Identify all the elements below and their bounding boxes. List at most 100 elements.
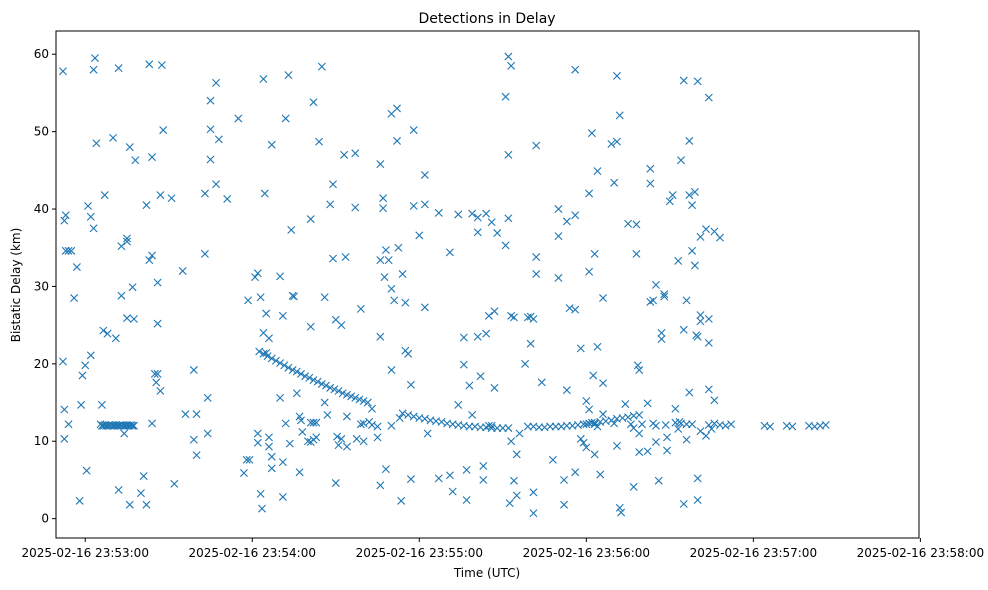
data-point bbox=[548, 455, 557, 464]
data-point bbox=[337, 434, 346, 443]
data-point bbox=[624, 413, 633, 422]
data-point bbox=[688, 201, 697, 210]
data-point bbox=[404, 410, 413, 419]
data-point bbox=[264, 442, 273, 451]
data-point bbox=[663, 446, 672, 455]
data-point bbox=[380, 273, 389, 282]
data-point bbox=[60, 434, 69, 443]
data-point bbox=[352, 434, 361, 443]
data-point bbox=[582, 397, 591, 405]
data-point bbox=[253, 429, 262, 438]
data-point bbox=[114, 486, 123, 494]
data-point bbox=[394, 243, 403, 252]
data-point bbox=[60, 405, 69, 414]
data-point bbox=[704, 314, 713, 323]
data-point bbox=[651, 421, 660, 430]
data-point bbox=[395, 414, 404, 423]
data-point bbox=[267, 140, 276, 149]
data-point bbox=[276, 393, 285, 402]
data-point bbox=[256, 293, 265, 302]
data-point bbox=[649, 296, 658, 305]
data-point bbox=[585, 189, 594, 198]
data-point bbox=[351, 393, 360, 402]
data-point bbox=[153, 278, 162, 287]
data-point bbox=[685, 136, 694, 145]
data-point bbox=[599, 379, 608, 388]
data-point bbox=[376, 160, 385, 169]
data-point bbox=[610, 419, 619, 428]
data-point bbox=[679, 76, 688, 85]
data-point bbox=[125, 500, 134, 509]
data-point bbox=[660, 290, 669, 299]
y-tick-label: 10 bbox=[34, 434, 49, 448]
data-point bbox=[585, 405, 594, 414]
data-point bbox=[693, 474, 702, 483]
data-point bbox=[397, 496, 406, 505]
data-point bbox=[473, 213, 482, 222]
data-point bbox=[351, 149, 360, 158]
data-point bbox=[298, 427, 307, 436]
data-point bbox=[189, 366, 198, 375]
data-point bbox=[309, 418, 318, 427]
data-point bbox=[329, 180, 337, 189]
data-point bbox=[89, 65, 98, 74]
data-point bbox=[612, 71, 621, 80]
data-point bbox=[306, 215, 315, 224]
data-point bbox=[710, 419, 719, 428]
data-point bbox=[122, 314, 131, 323]
data-point bbox=[117, 242, 126, 251]
data-point bbox=[255, 347, 264, 356]
data-point bbox=[554, 205, 563, 214]
data-point bbox=[393, 136, 402, 145]
data-point bbox=[393, 104, 402, 113]
data-point bbox=[129, 421, 138, 430]
data-point bbox=[100, 191, 109, 200]
data-point bbox=[103, 329, 112, 338]
data-point bbox=[342, 442, 351, 451]
data-point bbox=[334, 386, 343, 395]
data-point bbox=[626, 420, 635, 429]
data-point bbox=[330, 385, 339, 394]
data-point bbox=[657, 328, 666, 337]
data-point bbox=[509, 313, 518, 322]
data-point bbox=[590, 450, 599, 459]
data-point bbox=[462, 465, 471, 474]
data-point bbox=[599, 294, 608, 303]
data-point bbox=[632, 249, 641, 258]
data-point bbox=[643, 399, 652, 408]
data-point bbox=[359, 437, 368, 446]
data-point bbox=[170, 479, 179, 488]
data-point bbox=[145, 256, 154, 265]
data-point bbox=[507, 61, 516, 70]
data-point bbox=[504, 214, 513, 223]
data-point bbox=[702, 225, 711, 234]
data-point bbox=[276, 359, 285, 368]
data-point bbox=[81, 361, 90, 370]
data-point bbox=[373, 433, 382, 442]
data-point bbox=[153, 369, 162, 378]
data-point bbox=[387, 284, 396, 293]
data-point bbox=[704, 338, 713, 347]
data-point bbox=[504, 52, 513, 61]
data-point bbox=[693, 77, 702, 86]
data-point bbox=[117, 291, 126, 300]
data-point bbox=[267, 452, 276, 461]
data-point bbox=[342, 412, 351, 421]
data-point bbox=[593, 167, 602, 176]
data-point bbox=[576, 434, 585, 443]
y-axis-label: Bistatic Delay (km) bbox=[9, 228, 23, 343]
data-point bbox=[571, 305, 580, 314]
data-point bbox=[526, 339, 535, 348]
data-point bbox=[643, 447, 652, 456]
data-point bbox=[258, 504, 266, 513]
data-point bbox=[674, 256, 683, 265]
data-point bbox=[707, 424, 716, 433]
data-point bbox=[351, 203, 360, 212]
data-point bbox=[167, 194, 176, 203]
data-point bbox=[398, 409, 407, 418]
data-point bbox=[512, 450, 521, 459]
data-point bbox=[296, 369, 305, 378]
data-point bbox=[682, 435, 691, 444]
data-point bbox=[589, 371, 598, 380]
data-point bbox=[651, 280, 660, 289]
